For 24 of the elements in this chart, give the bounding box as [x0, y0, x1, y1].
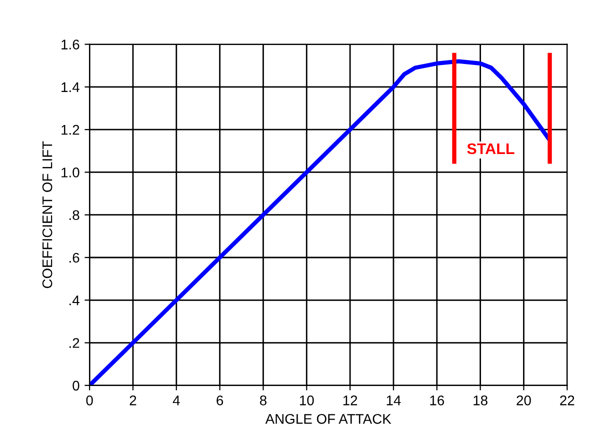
- x-tick-label: 2: [130, 396, 136, 406]
- y-tick-label: 1.4: [62, 82, 80, 92]
- y-tick-label: 0: [72, 380, 80, 391]
- annotation: STALL: [467, 143, 514, 154]
- y-tick-label: .2: [70, 338, 80, 348]
- y-tick-label: .4: [70, 296, 80, 306]
- y-tick-label: 1.0: [62, 168, 80, 178]
- y-tick-label: .8: [70, 210, 80, 220]
- x-tick-label: 8: [260, 396, 266, 406]
- x-tick-label: 6: [216, 396, 224, 406]
- x-tick-label: 16: [430, 396, 444, 406]
- x-axis-title: ANGLE OF ATTACK: [265, 414, 392, 424]
- x-tick-label: 18: [474, 396, 488, 406]
- y-tick-label: 1.2: [62, 124, 80, 135]
- y-tick-label: 1.6: [62, 40, 80, 50]
- x-tick-label: 4: [172, 396, 180, 406]
- x-tick-label: 0: [86, 396, 93, 406]
- x-tick-label: 20: [516, 396, 531, 406]
- y-tick-label: .6: [70, 252, 80, 263]
- x-tick-label: 22: [560, 396, 574, 406]
- x-tick-label: 10: [300, 396, 314, 406]
- x-tick-label: 14: [386, 396, 401, 406]
- y-axis-title: COEFFICIENT OF LIFT: [42, 141, 52, 288]
- x-tick-label: 12: [343, 396, 358, 406]
